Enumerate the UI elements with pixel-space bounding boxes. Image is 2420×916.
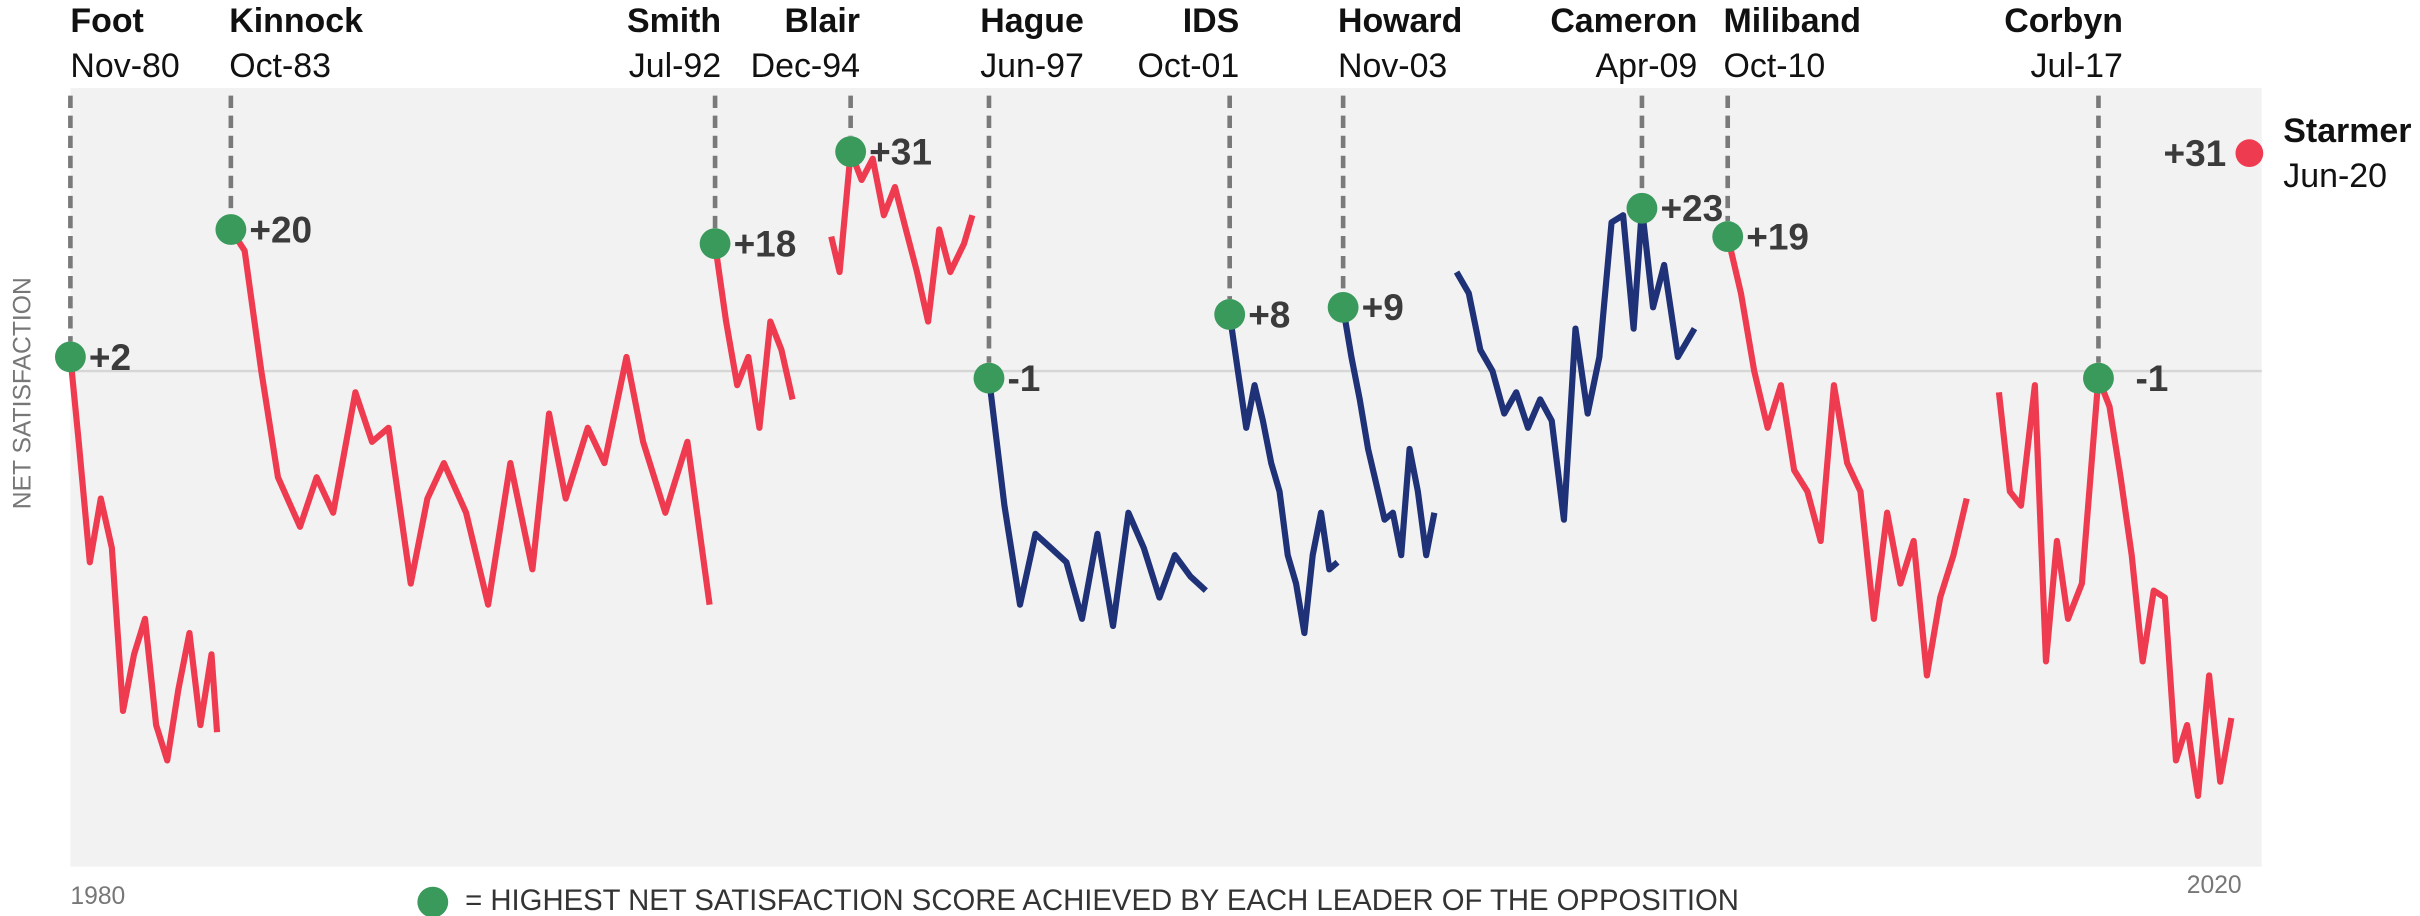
peak-label: +31 <box>869 130 932 172</box>
plot-area <box>70 87 2262 867</box>
peak-label: +2 <box>89 336 131 378</box>
peak-dot <box>2235 139 2264 168</box>
leader-line <box>1453 205 1698 523</box>
leader-line <box>1995 375 2235 799</box>
peak-dot <box>699 228 731 260</box>
peak-dot <box>215 214 247 245</box>
peak-dot <box>835 136 867 168</box>
legend-note: = HIGHEST NET SATISFACTION SCORE ACHIEVE… <box>465 884 1739 916</box>
peak-label: +20 <box>249 208 312 250</box>
leader-name: Corbyn <box>2004 2 2123 40</box>
leader-date: Oct-10 <box>1724 47 1826 85</box>
peak-dot <box>2083 362 2114 394</box>
leader-name: Smith <box>627 2 721 40</box>
leader-line <box>985 377 1208 630</box>
peak-label: +31 <box>2163 132 2226 174</box>
leader-date: Dec-94 <box>751 47 860 85</box>
leader-date: Jul-92 <box>629 47 721 85</box>
leader-date: Jun-97 <box>980 47 1084 85</box>
x-start-label: 1980 <box>70 883 125 910</box>
leader-name: Blair <box>785 2 860 40</box>
leader-date: Nov-03 <box>1338 47 1447 85</box>
leader-name: Miliband <box>1724 2 1861 40</box>
peak-dot <box>1626 192 1658 224</box>
leader-date: Apr-09 <box>1596 47 1698 85</box>
peak-label: -1 <box>1007 357 1040 399</box>
peak-dot <box>54 341 86 373</box>
leader-date: Jun-20 <box>2283 157 2387 195</box>
peak-label: +8 <box>1248 293 1290 335</box>
leader-date: Oct-83 <box>229 47 331 85</box>
leader-name: Starmer <box>2283 112 2411 150</box>
leader-name: Howard <box>1338 2 1462 40</box>
peak-label: -1 <box>2135 357 2168 399</box>
peak-dot <box>1214 299 1246 330</box>
leader-name: Kinnock <box>229 2 363 40</box>
leader-line <box>1337 304 1438 559</box>
peak-dot <box>1712 221 1744 252</box>
peak-dot <box>1327 291 1359 323</box>
leader-line <box>228 227 713 608</box>
y-axis-label: NET SATISFACTION <box>10 277 37 509</box>
leader-line <box>1724 235 1970 679</box>
leader-name: Hague <box>980 2 1084 40</box>
leader-line <box>711 243 796 431</box>
leader-name: Cameron <box>1550 2 1697 40</box>
legend-dot <box>417 886 449 916</box>
leader-date: Oct-01 <box>1138 47 1240 85</box>
peak-label: +18 <box>734 223 797 265</box>
peak-label: +19 <box>1746 215 1809 257</box>
leader-name: Foot <box>70 2 143 40</box>
leader-line <box>1226 313 1340 637</box>
peak-label: +9 <box>1362 286 1404 328</box>
leader-date: Jul-17 <box>2031 47 2123 85</box>
x-end-label: 2020 <box>2187 872 2242 899</box>
leader-date: Nov-80 <box>70 47 179 85</box>
peak-label: +23 <box>1660 187 1723 229</box>
peak-dot <box>973 362 1005 394</box>
leader-name: IDS <box>1183 2 1240 40</box>
leader-line <box>67 356 221 764</box>
